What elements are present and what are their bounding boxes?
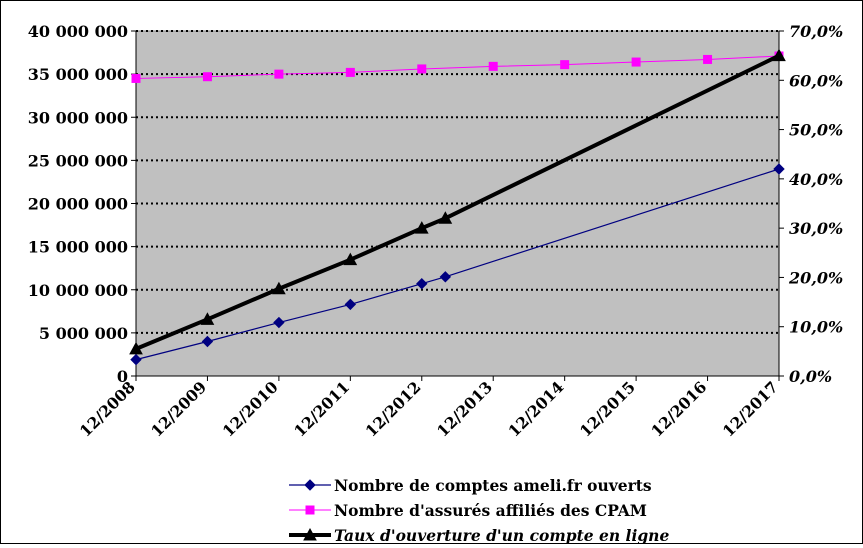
data-point [560, 60, 570, 70]
data-point [416, 278, 428, 290]
right-axis-tick-label: 30,0% [789, 219, 843, 238]
legend-marker [305, 505, 315, 515]
x-axis-tick-label: 12/2008 [76, 377, 139, 440]
x-axis-tick-label: 12/2011 [290, 377, 353, 440]
data-point [130, 353, 142, 366]
data-point [488, 61, 498, 71]
x-axis-tick-label: 12/2015 [576, 377, 639, 440]
x-axis-tick-label: 12/2009 [147, 377, 210, 440]
right-axis-tick-label: 10,0% [789, 318, 843, 337]
data-point [417, 64, 427, 74]
data-point [202, 72, 212, 82]
series-layer [129, 48, 786, 366]
series-3 [129, 48, 786, 355]
grid-layer [136, 30, 779, 334]
left-axis-tick-label: 20 000 000 [28, 195, 128, 214]
left-axis-tick-label: 10 000 000 [28, 281, 128, 300]
data-point [772, 48, 786, 62]
right-axis-tick-label: 0,0% [789, 367, 832, 386]
data-point [344, 298, 357, 311]
data-point [274, 69, 284, 79]
right-axis-tick-label: 40,0% [789, 170, 843, 189]
legend-label: Taux d'ouverture d'un compte en ligne [334, 526, 669, 543]
legend-marker [303, 527, 317, 541]
x-axis-tick-label: 12/2014 [504, 377, 567, 440]
data-point [201, 335, 214, 348]
x-axis-tick-label: 12/2017 [719, 377, 782, 440]
data-point [631, 57, 641, 67]
legend-marker [304, 479, 316, 491]
left-axis-tick-label: 0 [117, 367, 128, 386]
series-1 [130, 163, 785, 366]
right-axis-tick-label: 20,0% [788, 268, 843, 287]
data-point [273, 316, 285, 329]
data-point [414, 221, 429, 234]
data-point [703, 54, 713, 64]
data-point [272, 281, 286, 295]
data-point [439, 271, 452, 283]
x-axis-tick-label: 12/2012 [361, 377, 424, 440]
legend-label: Nombre de comptes ameli.fr ouverts [334, 476, 652, 495]
left-axis-tick-label: 30 000 000 [28, 108, 128, 127]
left-axis-tick-label: 15 000 000 [28, 238, 128, 257]
left-axis-tick-label: 40 000 000 [28, 22, 128, 41]
data-point [345, 67, 355, 77]
data-point [438, 211, 453, 224]
left-axis-tick-label: 35 000 000 [28, 65, 128, 84]
legend-label: Nombre d'assurés affiliés des CPAM [334, 501, 647, 520]
data-point [129, 341, 143, 355]
x-axis-tick-label: 12/2016 [647, 377, 710, 440]
left-axis-tick-label: 25 000 000 [28, 151, 128, 170]
right-axis-tick-label: 50,0% [789, 121, 843, 140]
series-line [135, 55, 780, 79]
data-point [773, 163, 785, 175]
x-axis-tick-label: 12/2010 [219, 377, 282, 440]
right-axis-tick-label: 70,0% [789, 22, 843, 41]
data-point [343, 252, 358, 266]
right-axis-tick-label: 60,0% [789, 71, 843, 90]
data-point [200, 312, 215, 325]
left-axis-tick-label: 5 000 000 [39, 324, 128, 343]
data-point [131, 73, 141, 83]
x-axis-tick-label: 12/2013 [433, 377, 496, 440]
legend: Nombre de comptes ameli.fr ouverts Nombre… [289, 476, 669, 545]
